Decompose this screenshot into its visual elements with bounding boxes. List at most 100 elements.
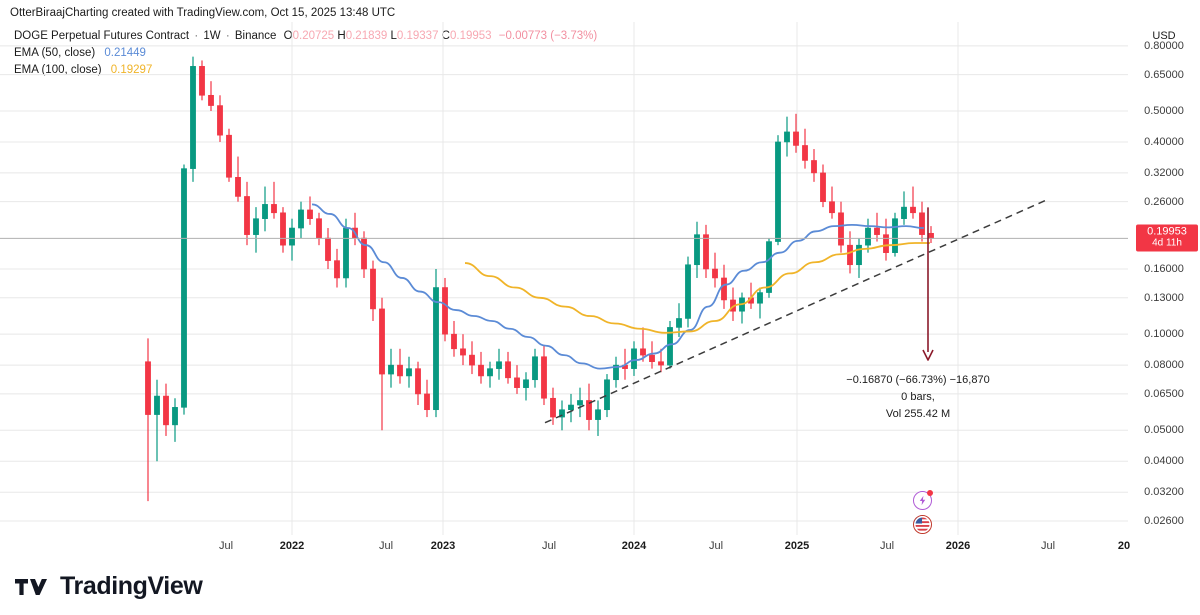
price-tick-label: 0.80000 <box>1144 39 1184 52</box>
candle-body <box>271 204 277 214</box>
price-tick-label: 0.40000 <box>1144 135 1184 148</box>
candle-body <box>505 361 511 379</box>
tradingview-logo-icon <box>15 578 47 595</box>
price-tick-label: 0.65000 <box>1144 68 1184 81</box>
symbol-legend-row[interactable]: DOGE Perpetual Futures Contract · 1W · B… <box>14 29 597 44</box>
candle-body <box>253 218 259 235</box>
candle-body <box>217 105 223 136</box>
candle-body <box>847 244 853 266</box>
price-chart-canvas <box>0 22 1128 535</box>
candle-body <box>640 348 646 356</box>
candle-body <box>928 232 934 239</box>
candle-body <box>478 364 484 377</box>
close-value: 0.19953 <box>449 30 492 42</box>
candle-body <box>298 209 304 229</box>
time-tick-label: Jul <box>708 540 724 552</box>
price-tick-label: 0.50000 <box>1144 105 1184 117</box>
measured-move-arrow[interactable] <box>922 207 934 361</box>
ema50-label: EMA (50, close) <box>14 47 96 59</box>
candle-body <box>145 361 151 415</box>
price-tick-label: 0.16000 <box>1144 263 1184 275</box>
ema50-legend-row[interactable]: EMA (50, close) 0.21449 <box>14 46 597 61</box>
candle-body <box>802 145 808 161</box>
change-value: −0.00773 (−3.73%) <box>498 30 598 42</box>
ema50-value: 0.21449 <box>104 47 146 59</box>
measure-line-1: −0.16870 (−66.73%) −16,870 <box>846 374 990 387</box>
price-tick-label: 0.06500 <box>1144 387 1184 400</box>
arrow-head <box>922 349 934 361</box>
price-tick-label: 0.13000 <box>1144 291 1184 304</box>
grid-lines <box>0 22 1128 535</box>
candle-body <box>694 234 700 266</box>
candle-body <box>883 234 889 253</box>
candle-body <box>235 176 241 197</box>
candle-body <box>154 395 160 415</box>
candle-body <box>406 368 412 377</box>
candle-body <box>559 409 565 418</box>
candle-body <box>244 196 250 235</box>
current-price-value: 0.19953 <box>1147 225 1187 238</box>
price-tick-label: 0.02600 <box>1144 514 1184 527</box>
candle-body <box>595 409 601 420</box>
time-tick-label: 2023 <box>430 540 456 552</box>
candle-body <box>910 206 916 214</box>
candle-body <box>901 206 907 219</box>
candle-body <box>703 234 709 270</box>
ema100-label: EMA (100, close) <box>14 64 102 76</box>
exchange-label: Binance <box>234 30 277 42</box>
price-tick-label: 0.05000 <box>1144 424 1184 437</box>
candle-body <box>172 407 178 426</box>
candle-body <box>514 377 520 388</box>
candle-body <box>856 244 862 266</box>
time-tick-label: Jul <box>1040 540 1056 552</box>
candle-body <box>334 260 340 279</box>
candle-body <box>379 308 385 375</box>
measure-line-2: 0 bars, <box>901 391 935 404</box>
candle-body <box>316 218 322 239</box>
candle-body <box>523 379 529 388</box>
candle-body <box>370 268 376 310</box>
price-tick-label: 0.03200 <box>1144 486 1184 499</box>
time-tick-label: Jul <box>541 540 557 552</box>
low-label: L <box>390 30 397 42</box>
candle-body <box>721 277 727 301</box>
earnings-event-badge[interactable] <box>913 490 933 510</box>
time-tick-label: Jul <box>879 540 895 552</box>
attribution-watermark: OtterBiraajCharting created with Trading… <box>10 7 396 19</box>
candle-body <box>469 354 475 366</box>
candle-body <box>487 368 493 377</box>
candle-body <box>568 404 574 411</box>
price-tick-label: 0.26000 <box>1144 195 1184 208</box>
candle-body <box>892 218 898 253</box>
economic-event-badge[interactable] <box>913 515 932 534</box>
candle-body <box>532 356 538 381</box>
time-axis[interactable]: Jul 2022 Jul 2023 Jul 2024 Jul 2025 Jul 2026 Jul 20 <box>0 535 1200 561</box>
candle-body <box>658 361 664 366</box>
candle-body <box>829 201 835 214</box>
candle-body <box>757 292 763 304</box>
candle-body <box>262 204 268 219</box>
candle-body <box>181 168 187 408</box>
candle-body <box>676 318 682 328</box>
time-tick-label: 20 <box>1117 540 1131 552</box>
price-axis[interactable]: USD 0.80000 0.65000 0.50000 0.40000 0.32000 0… <box>1128 22 1200 535</box>
candle-body <box>280 212 286 246</box>
close-label: C <box>441 30 450 42</box>
ema100-legend-row[interactable]: EMA (100, close) 0.19297 <box>14 63 597 78</box>
candle-body <box>874 227 880 235</box>
candle-body <box>199 66 205 96</box>
open-label: O <box>283 30 293 42</box>
time-tick-label: 2026 <box>945 540 971 552</box>
candle-body <box>451 333 457 350</box>
candle-body <box>577 400 583 406</box>
candle-body <box>190 66 196 169</box>
chart-plot-area[interactable] <box>0 22 1128 535</box>
candle-body <box>811 160 817 174</box>
tradingview-wordmark: TradingView <box>60 572 203 600</box>
candlestick-series <box>145 56 934 502</box>
candle-body <box>397 364 403 377</box>
candle-body <box>388 364 394 375</box>
candle-body <box>775 141 781 242</box>
time-tick-label: Jul <box>378 540 394 552</box>
